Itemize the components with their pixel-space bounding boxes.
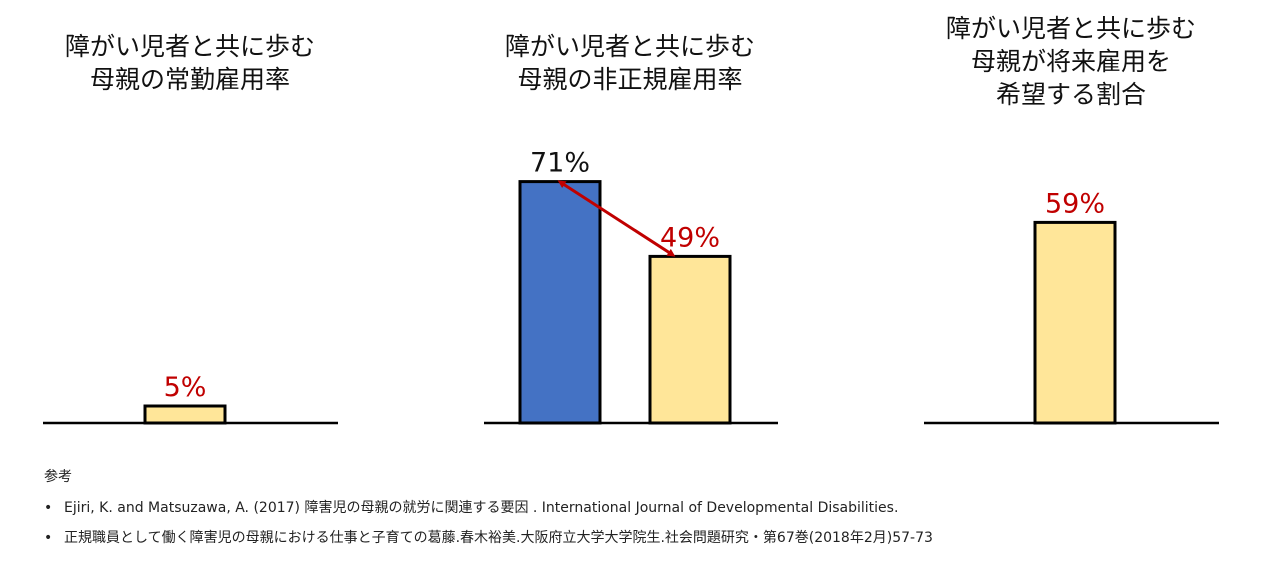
- references-heading: 参考: [44, 469, 72, 485]
- panel2-title-line2: 母親の非正規雇用率: [517, 65, 743, 94]
- panel2-value-label-1: 71%: [530, 148, 590, 179]
- panel3-title-line3: 希望する割合: [995, 80, 1146, 109]
- charts-canvas: 5% 71% 49% 59%: [43, 148, 1219, 425]
- references: 参考 Ejiri, K. and Matsuzawa, A. (2017) 障害…: [44, 466, 933, 559]
- panel3-title: 障がい児者と共に歩む 母親が将来雇用を 希望する割合: [931, 12, 1211, 111]
- panel3-bar-1: [1033, 220, 1117, 425]
- panel2-comparison-arrow: [557, 180, 676, 257]
- panel1-bar-1: [143, 404, 227, 425]
- reference-item-1: Ejiri, K. and Matsuzawa, A. (2017) 障害児の母…: [44, 499, 933, 517]
- panel2-bar-1: [518, 180, 602, 425]
- panel2-value-label-2: 49%: [660, 222, 720, 253]
- panel2-title: 障がい児者と共に歩む 母親の非正規雇用率: [490, 30, 770, 96]
- panel3-title-line2: 母親が将来雇用を: [970, 47, 1171, 76]
- panel2-bar-2: [648, 254, 732, 425]
- panel1-title-line2: 母親の常勤雇用率: [89, 65, 290, 94]
- panel2-title-line1: 障がい児者と共に歩む: [504, 32, 755, 61]
- panel3-value-label-1: 59%: [1045, 188, 1105, 219]
- panel1-value-label-1: 5%: [164, 372, 207, 403]
- panel1-title-line1: 障がい児者と共に歩む: [64, 32, 315, 61]
- panel3-title-line1: 障がい児者と共に歩む: [945, 14, 1196, 43]
- panel1-title: 障がい児者と共に歩む 母親の常勤雇用率: [50, 30, 330, 96]
- reference-item-2: 正規職員として働く障害児の母親における仕事と子育ての葛藤.春木裕美.大阪府立大学…: [44, 529, 933, 547]
